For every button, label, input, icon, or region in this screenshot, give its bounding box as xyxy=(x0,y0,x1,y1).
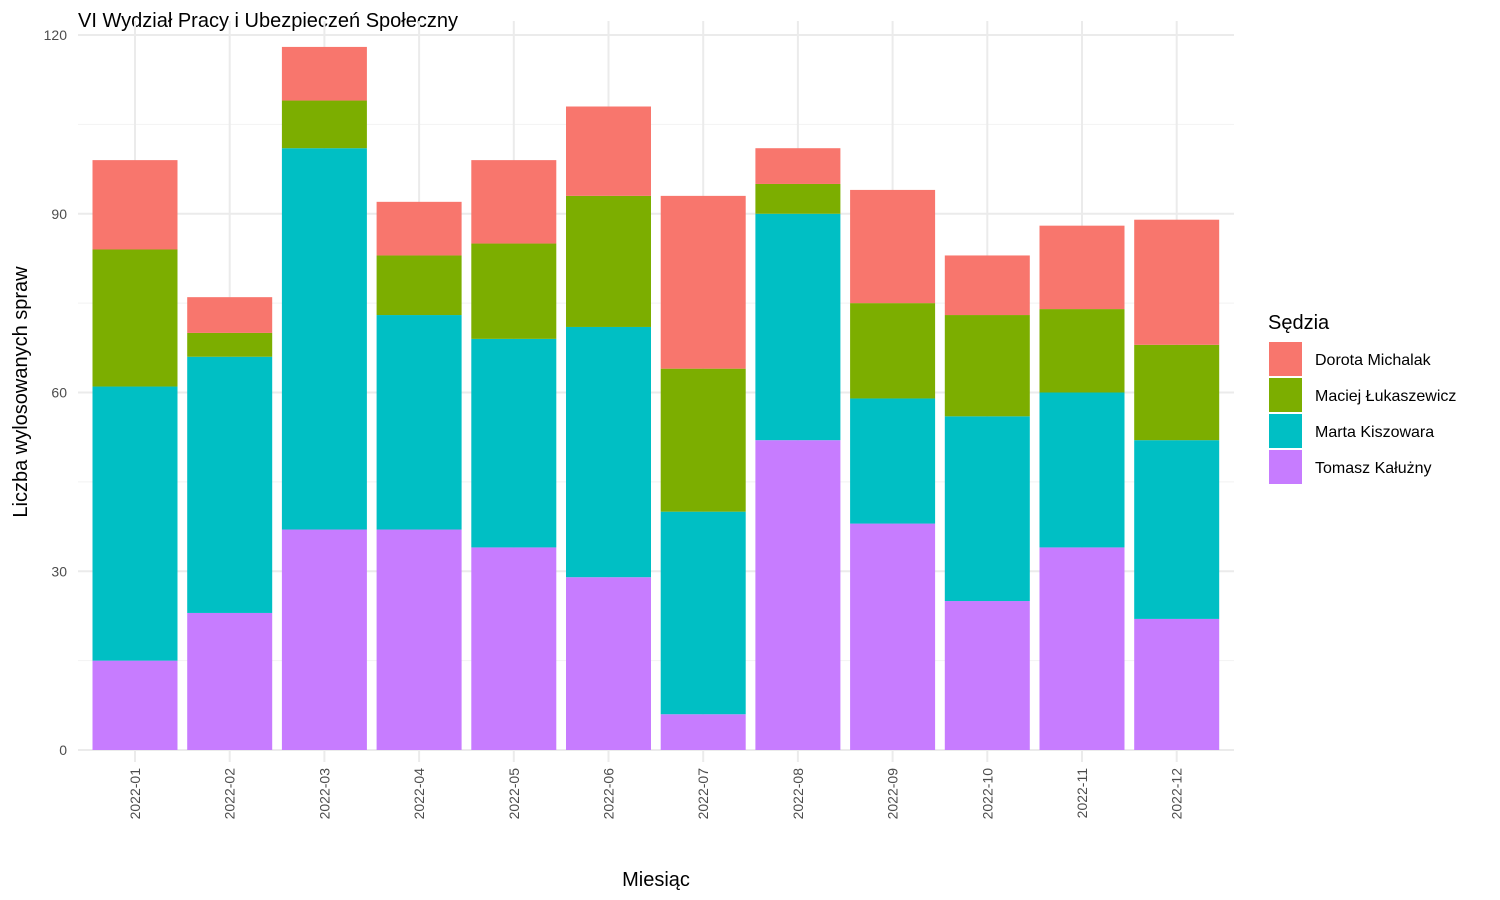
bar-segment xyxy=(92,249,178,387)
bar-segment xyxy=(281,529,367,750)
legend-label: Marta Kiszowara xyxy=(1315,424,1434,441)
legend-swatch xyxy=(1269,342,1302,376)
legend-label: Tomasz Kałużny xyxy=(1315,460,1432,477)
x-tick-label: 2022-11 xyxy=(1074,768,1090,819)
bar-segment xyxy=(660,195,746,369)
bar-segment xyxy=(1134,618,1220,750)
legend-label: Dorota Michalak xyxy=(1315,352,1432,369)
bar-segment xyxy=(944,601,1030,750)
y-axis-title: Liczba wylosowanych spraw xyxy=(10,266,32,518)
y-tick-label: 90 xyxy=(51,206,67,222)
chart-title: VI Wydział Pracy i Ubezpieczeń Społeczny xyxy=(78,10,458,32)
bar-segment xyxy=(92,160,178,250)
bar-segment xyxy=(566,106,651,196)
bar-segment xyxy=(660,714,746,750)
y-tick-label: 60 xyxy=(51,385,67,401)
bar-segment xyxy=(1134,219,1220,345)
bar-segment xyxy=(187,612,273,750)
bar-segment xyxy=(281,100,367,149)
legend-label: Maciej Łukaszewicz xyxy=(1315,388,1456,405)
bar-segment xyxy=(755,148,841,184)
x-axis-title: Miesiąc xyxy=(622,869,690,891)
bar-segment xyxy=(944,255,1030,316)
bar-segment xyxy=(471,338,557,548)
bar-segment xyxy=(376,315,462,530)
bar-segment xyxy=(1039,309,1125,393)
bar-segment xyxy=(660,511,746,715)
x-tick-label: 2022-01 xyxy=(127,768,143,820)
x-tick-label: 2022-10 xyxy=(979,768,995,820)
bar-segment xyxy=(850,398,936,524)
bar-segment xyxy=(566,195,651,327)
legend-swatch xyxy=(1269,378,1302,412)
bar-segment xyxy=(660,368,746,512)
bar-segment xyxy=(1039,547,1125,750)
x-tick-label: 2022-07 xyxy=(695,768,711,820)
bar-segment xyxy=(944,416,1030,602)
bar-segment xyxy=(1134,344,1220,441)
legend-swatch xyxy=(1269,450,1302,484)
bars xyxy=(92,46,1220,750)
y-tick-label: 120 xyxy=(44,27,68,43)
x-tick-label: 2022-05 xyxy=(506,768,522,820)
legend: Sędzia Dorota Michalak Maciej Łukaszewicz… xyxy=(1268,312,1456,484)
legend-title: Sędzia xyxy=(1268,312,1330,334)
bar-segment xyxy=(187,332,273,357)
bar-segment xyxy=(566,326,651,578)
bar-segment xyxy=(566,577,651,750)
y-tick-label: 30 xyxy=(51,563,67,579)
x-tick-label: 2022-08 xyxy=(790,768,806,820)
bar-segment xyxy=(1134,440,1220,619)
bar-segment xyxy=(944,315,1030,417)
legend-swatch xyxy=(1269,414,1302,448)
bar-segment xyxy=(471,243,557,339)
bar-segment xyxy=(755,440,841,750)
bar-segment xyxy=(281,46,367,101)
bar-segment xyxy=(850,523,936,750)
x-tick-label: 2022-12 xyxy=(1169,768,1185,820)
y-tick-label: 0 xyxy=(59,742,67,758)
bar-segment xyxy=(471,160,557,244)
bar-segment xyxy=(92,386,178,661)
x-tick-label: 2022-06 xyxy=(601,768,617,820)
x-tick-label: 2022-03 xyxy=(316,768,332,820)
bar-segment xyxy=(471,547,557,750)
bar-segment xyxy=(281,148,367,530)
x-tick-label: 2022-04 xyxy=(411,768,427,820)
x-tick-label: 2022-09 xyxy=(885,768,901,820)
y-axis-ticks: 0 30 60 90 120 xyxy=(44,27,68,758)
bar-segment xyxy=(376,529,462,750)
bar-segment xyxy=(755,213,841,441)
bar-segment xyxy=(187,356,273,613)
bar-segment xyxy=(92,660,178,750)
bar-segment xyxy=(850,303,936,399)
bar-segment xyxy=(376,201,462,256)
x-axis-ticks: 2022-01 2022-02 2022-03 2022-04 2022-05 2022-… xyxy=(127,768,1185,820)
bar-segment xyxy=(850,189,936,304)
bar-segment xyxy=(1039,392,1125,548)
bar-segment xyxy=(755,183,841,214)
bar-segment xyxy=(376,255,462,316)
bar-segment xyxy=(187,297,273,333)
bar-segment xyxy=(1039,225,1125,310)
x-tick-label: 2022-02 xyxy=(222,768,238,820)
